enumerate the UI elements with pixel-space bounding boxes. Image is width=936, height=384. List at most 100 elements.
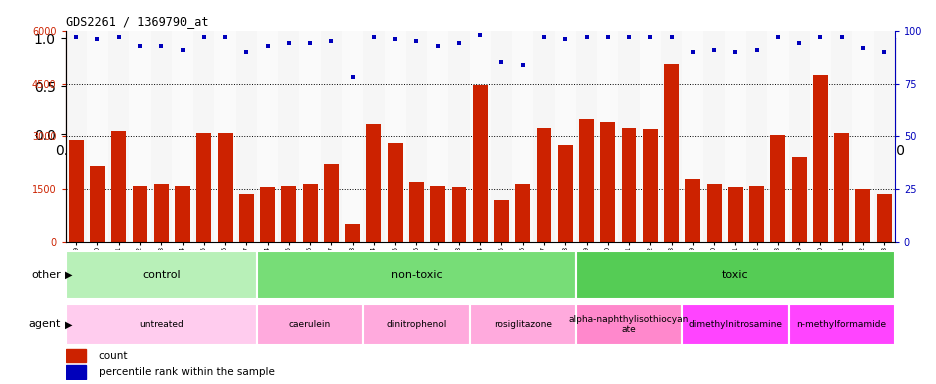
Bar <box>515 184 530 242</box>
Bar <box>239 194 254 242</box>
Bar <box>171 31 193 242</box>
Point <box>493 59 508 65</box>
Point <box>769 34 784 40</box>
Bar <box>108 31 129 242</box>
Bar <box>388 143 402 242</box>
Bar <box>618 31 639 242</box>
Point <box>876 49 891 55</box>
Bar <box>469 304 576 345</box>
Bar <box>363 31 384 242</box>
Text: n-methylformamide: n-methylformamide <box>796 320 885 329</box>
Bar <box>833 133 848 242</box>
Bar <box>278 31 300 242</box>
Text: untreated: untreated <box>139 320 183 329</box>
Bar <box>812 75 827 242</box>
Point <box>430 43 445 49</box>
Bar <box>66 31 87 242</box>
Bar <box>154 184 168 242</box>
Bar <box>256 251 576 298</box>
Point <box>324 38 339 44</box>
Bar <box>493 200 508 242</box>
Bar <box>217 133 232 242</box>
Bar <box>727 187 742 242</box>
Text: other: other <box>31 270 61 280</box>
Bar <box>256 31 278 242</box>
Point <box>154 43 168 49</box>
Bar <box>469 31 490 242</box>
Text: count: count <box>98 351 128 361</box>
Point <box>791 40 806 46</box>
Bar <box>852 31 872 242</box>
Text: dimethylnitrosamine: dimethylnitrosamine <box>688 320 782 329</box>
Bar <box>490 31 512 242</box>
Bar <box>324 164 339 242</box>
Bar <box>427 31 447 242</box>
Bar <box>66 251 256 298</box>
Point <box>366 34 381 40</box>
Point <box>515 61 530 68</box>
Bar <box>451 187 466 242</box>
Bar <box>809 31 830 242</box>
Text: dinitrophenol: dinitrophenol <box>386 320 446 329</box>
Bar <box>788 304 894 345</box>
Bar <box>512 31 533 242</box>
Point <box>281 40 296 46</box>
Bar <box>132 185 147 242</box>
Bar <box>175 185 190 242</box>
Bar <box>366 124 381 242</box>
Bar <box>214 31 236 242</box>
Point <box>388 36 402 42</box>
Point <box>68 34 83 40</box>
Bar <box>405 31 427 242</box>
Bar <box>66 304 256 345</box>
Bar <box>111 131 126 242</box>
Bar <box>66 349 86 362</box>
Bar <box>681 304 788 345</box>
Bar <box>876 194 891 242</box>
Bar <box>300 31 320 242</box>
Point <box>536 34 551 40</box>
Point <box>812 34 827 40</box>
Bar <box>554 31 576 242</box>
Bar <box>533 31 554 242</box>
Bar <box>430 185 445 242</box>
Point <box>472 32 487 38</box>
Point <box>621 34 636 40</box>
Bar <box>855 189 870 242</box>
Point <box>344 74 359 80</box>
Bar <box>706 184 721 242</box>
Bar <box>281 185 296 242</box>
Text: control: control <box>142 270 181 280</box>
Point <box>239 49 254 55</box>
Point <box>302 40 317 46</box>
Text: ▶: ▶ <box>65 270 72 280</box>
Bar <box>745 31 767 242</box>
Point <box>111 34 126 40</box>
Bar <box>642 129 657 242</box>
Bar <box>344 224 359 242</box>
Bar <box>342 31 363 242</box>
Text: GDS2261 / 1369790_at: GDS2261 / 1369790_at <box>66 15 208 28</box>
Bar <box>639 31 660 242</box>
Point <box>706 47 721 53</box>
Bar <box>578 119 593 242</box>
Bar <box>596 31 618 242</box>
Point <box>451 40 466 46</box>
Bar <box>703 31 724 242</box>
Bar <box>260 187 275 242</box>
Text: percentile rank within the sample: percentile rank within the sample <box>98 367 274 377</box>
Point <box>90 36 105 42</box>
Bar <box>129 31 151 242</box>
Bar <box>767 31 788 242</box>
Text: agent: agent <box>28 319 61 329</box>
Text: caerulein: caerulein <box>288 320 331 329</box>
Bar <box>576 304 681 345</box>
Bar <box>447 31 469 242</box>
Point <box>664 34 679 40</box>
Bar <box>600 122 615 242</box>
Bar <box>473 85 487 242</box>
Bar <box>363 304 469 345</box>
Bar <box>197 133 211 242</box>
Point <box>217 34 232 40</box>
Bar <box>724 31 745 242</box>
